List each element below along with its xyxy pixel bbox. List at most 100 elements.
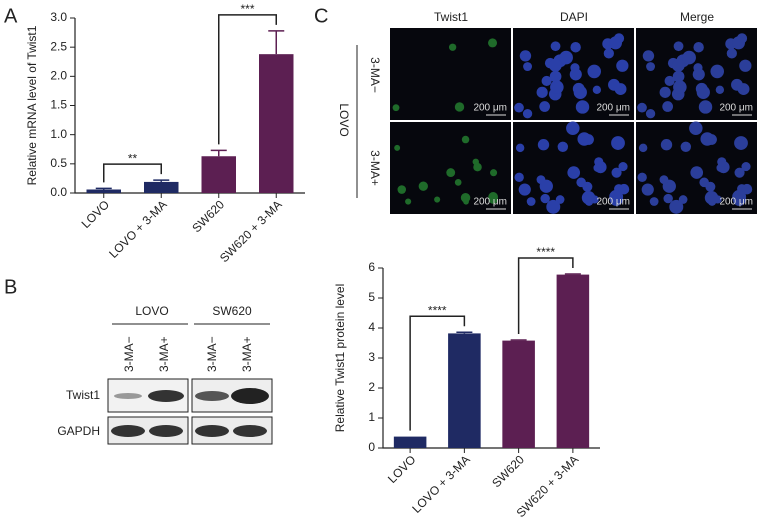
bar (201, 156, 236, 193)
cell (645, 109, 656, 119)
blot-row-label: Twist1 (66, 388, 100, 402)
bar (393, 436, 427, 448)
cell (731, 78, 743, 91)
cell (693, 42, 704, 53)
significance-bracket (409, 315, 466, 431)
cell (587, 64, 601, 79)
cell (717, 157, 727, 167)
error-bar (268, 30, 285, 55)
cell (518, 183, 531, 196)
y-axis-label: Relative mRNA level of Twist1 (25, 25, 39, 185)
bar (144, 181, 179, 193)
cell (609, 36, 622, 50)
cell (448, 43, 457, 51)
scale-bar-label: 200 μm (719, 197, 753, 208)
cell (394, 144, 401, 151)
cell (570, 42, 581, 53)
cell (526, 197, 536, 206)
cell (659, 175, 669, 185)
significance-label: ** (128, 151, 138, 165)
cell (741, 162, 751, 172)
cell (566, 121, 580, 135)
cell (705, 181, 716, 192)
cell (700, 132, 714, 146)
column-label: DAPI (560, 10, 588, 24)
cell (646, 62, 656, 72)
significance-label: **** (428, 303, 447, 317)
cell (460, 193, 471, 203)
cell (732, 36, 745, 50)
cell (689, 121, 703, 135)
y-tick-label: 1.5 (50, 98, 67, 112)
cell (664, 75, 675, 87)
cell (549, 70, 562, 83)
x-tick-label: LOVO (79, 197, 112, 230)
cell (454, 102, 465, 112)
lane-label: 3-MA− (205, 336, 219, 372)
significance-label: *** (240, 2, 254, 16)
y-tick-label: 0.5 (50, 156, 67, 170)
cell (669, 199, 684, 214)
error-bar (456, 331, 473, 334)
scale-bar-label: 200 μm (719, 103, 753, 114)
cell (519, 50, 532, 62)
cell (405, 198, 412, 205)
cell (557, 141, 569, 152)
scale-bar-label: 200 μm (596, 103, 630, 114)
cell (575, 100, 590, 114)
cell (397, 185, 407, 194)
cell (446, 168, 456, 178)
error-bar (510, 339, 527, 341)
cell (696, 85, 710, 99)
cell (540, 193, 550, 204)
cell (573, 85, 587, 99)
lane-label: 3-MA− (122, 336, 136, 372)
cell (559, 50, 573, 65)
cell (461, 135, 470, 144)
x-tick-label: SW620 (189, 197, 227, 235)
lane-label: 3-MA+ (240, 336, 254, 372)
row-label: 3-MA− (368, 57, 382, 93)
cell (671, 58, 685, 72)
bar (448, 333, 481, 448)
cell (546, 199, 561, 214)
cell (672, 70, 685, 83)
cell (673, 41, 684, 52)
cell (710, 64, 724, 79)
error-bar (95, 187, 112, 190)
cell (608, 78, 620, 91)
cell (392, 104, 400, 112)
blot (107, 378, 273, 445)
cell (641, 183, 654, 196)
cell (734, 167, 745, 178)
cell (454, 178, 462, 186)
cell (726, 48, 737, 59)
error-bar (564, 273, 581, 275)
row-label: 3-MA+ (368, 150, 382, 186)
cell (715, 85, 725, 95)
cell (522, 109, 533, 119)
group-label: LOVO (337, 103, 351, 136)
x-tick-label: LOVO + 3-MA (106, 197, 169, 260)
cell (582, 181, 593, 192)
cell (618, 183, 630, 195)
y-tick-label: 2.5 (50, 39, 67, 53)
significance-bracket (517, 257, 574, 334)
blot-row-label: GAPDH (57, 424, 100, 438)
cell (741, 183, 753, 195)
cell (537, 139, 550, 151)
x-tick-label: SW620 + 3-MA (217, 197, 285, 265)
cell (490, 169, 498, 177)
cell (550, 80, 564, 94)
cell (514, 172, 524, 183)
panel-letter: C (314, 5, 328, 27)
cell (637, 172, 647, 183)
cell (611, 136, 625, 150)
cell (488, 38, 498, 48)
cell (548, 58, 562, 72)
y-tick-label: 3 (368, 350, 375, 364)
cell (704, 191, 719, 205)
cell (603, 48, 614, 59)
bar (259, 54, 294, 193)
cell (611, 167, 622, 178)
